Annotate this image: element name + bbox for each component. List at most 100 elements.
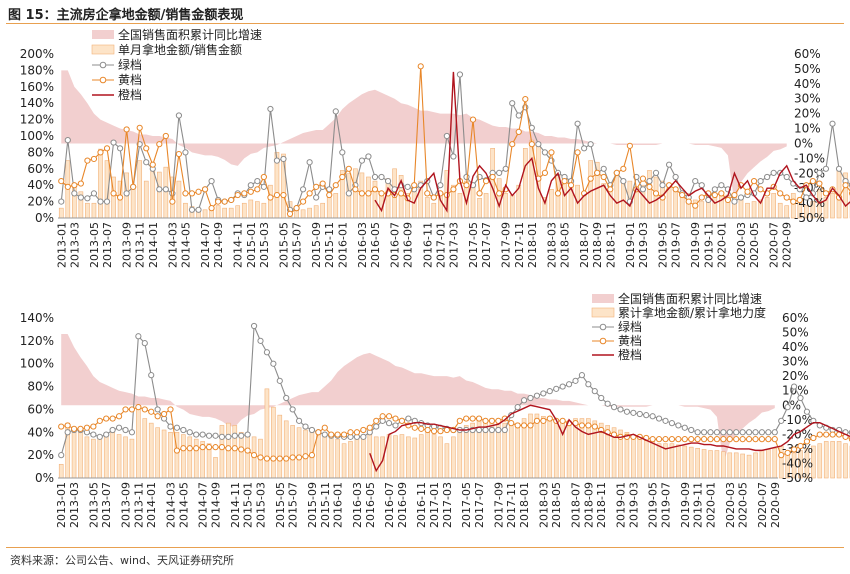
- legend-label: 黄档: [118, 73, 142, 87]
- bar: [245, 434, 250, 479]
- x-tick-label: 2020-03: [735, 222, 748, 268]
- bar: [168, 431, 173, 479]
- series-yellow-point: [718, 190, 725, 197]
- series-yellow-point: [796, 196, 803, 204]
- bar: [509, 194, 515, 219]
- series-green-point: [260, 183, 267, 190]
- y-left-tick-label: 100%: [20, 357, 54, 371]
- series-green-point: [205, 432, 213, 439]
- y-right-tick-label: 60%: [782, 311, 809, 325]
- series-green-point: [64, 137, 71, 144]
- x-tick-label: 2016-01: [332, 482, 345, 528]
- series-green-point: [180, 426, 187, 434]
- series-yellow-point: [424, 426, 431, 434]
- series-yellow-point: [668, 436, 676, 443]
- bar: [666, 186, 672, 219]
- series-yellow-point: [241, 190, 248, 197]
- series-yellow-point: [540, 417, 547, 424]
- series-yellow-point: [293, 205, 300, 212]
- series-yellow-point: [829, 431, 836, 438]
- series-green-point: [443, 132, 450, 140]
- series-yellow-point: [339, 173, 346, 181]
- y-left-tick-label: 40%: [27, 425, 54, 439]
- series-green-point: [581, 145, 588, 152]
- series-yellow-point: [639, 175, 647, 182]
- series-yellow-point: [482, 417, 489, 424]
- series-green-point: [770, 169, 777, 176]
- series-green-point: [711, 186, 718, 193]
- bar: [777, 202, 783, 219]
- bar: [798, 450, 803, 479]
- series-green-point: [156, 186, 163, 193]
- x-tick-label: 2015-11: [319, 482, 332, 528]
- series-yellow-point: [646, 183, 653, 190]
- series-green-point: [135, 333, 142, 340]
- series-green-point: [822, 165, 830, 172]
- y-right-tick-label: -10%: [794, 151, 825, 165]
- series-yellow-point: [810, 434, 817, 442]
- series-green-point: [225, 433, 232, 440]
- series-yellow-point: [319, 180, 326, 187]
- series-green-point: [306, 159, 313, 166]
- series-green-point: [244, 431, 251, 438]
- legend-label: 全国销售面积累计同比增速: [118, 27, 262, 42]
- y-right-tick-label: -10%: [782, 413, 813, 427]
- y-right-tick-label: 20%: [794, 107, 821, 121]
- bar: [643, 438, 649, 479]
- series-green-point: [610, 404, 618, 411]
- series-orange-line: [374, 71, 850, 213]
- series-green-point: [326, 186, 333, 193]
- series-yellow-point: [411, 424, 418, 431]
- bar: [137, 160, 143, 219]
- bar: [810, 201, 816, 219]
- bar: [457, 193, 463, 219]
- series-green-point: [404, 183, 411, 190]
- series-green-point: [173, 424, 181, 431]
- series-yellow-point: [594, 169, 601, 176]
- x-tick-label: 2020-07: [768, 222, 781, 268]
- series-green-point: [752, 429, 759, 436]
- series-green-point: [533, 392, 541, 399]
- series-green-point: [456, 71, 464, 78]
- chart-bottom: 0%20%40%60%80%100%120%140%-50%-40%-30%-2…: [20, 291, 850, 528]
- series-yellow-point: [698, 194, 705, 201]
- x-tick-label: 2017-05: [467, 222, 480, 268]
- series-yellow-point: [816, 431, 823, 438]
- series-green-point: [659, 182, 666, 189]
- series-green-point: [143, 159, 150, 166]
- series-green-point: [295, 417, 303, 424]
- series-yellow-point: [182, 190, 189, 197]
- series-yellow-point: [90, 423, 97, 430]
- series-green-point: [58, 452, 65, 459]
- series-yellow-point: [128, 406, 136, 413]
- bar: [496, 178, 502, 219]
- series-yellow-point: [655, 436, 663, 443]
- series-green-point: [122, 426, 129, 434]
- bar: [431, 434, 437, 479]
- bar: [823, 197, 829, 219]
- bar: [463, 425, 469, 479]
- series-yellow-point: [244, 447, 251, 454]
- series-yellow-point: [681, 436, 688, 443]
- series-yellow-point: [283, 455, 290, 462]
- bar: [753, 452, 758, 479]
- legend-swatch-marker: [99, 61, 107, 69]
- series-green-point: [713, 429, 721, 436]
- series-yellow-point: [745, 436, 753, 443]
- legend-swatch-bar: [91, 44, 115, 55]
- series-yellow-point: [270, 455, 277, 462]
- series-green-point: [495, 426, 502, 434]
- bar: [566, 420, 572, 479]
- bar: [328, 437, 334, 479]
- series-green-point: [600, 165, 607, 172]
- series-yellow-point: [64, 183, 71, 190]
- bar: [823, 441, 829, 479]
- y-right-tick-label: 10%: [794, 122, 821, 136]
- series-green-point: [783, 173, 790, 181]
- series-yellow-point: [231, 445, 238, 452]
- bar: [804, 205, 809, 219]
- series-green-point: [90, 190, 98, 197]
- series-yellow-point: [437, 428, 444, 435]
- x-tick-label: 2014-05: [179, 222, 192, 268]
- series-yellow-point: [567, 182, 575, 189]
